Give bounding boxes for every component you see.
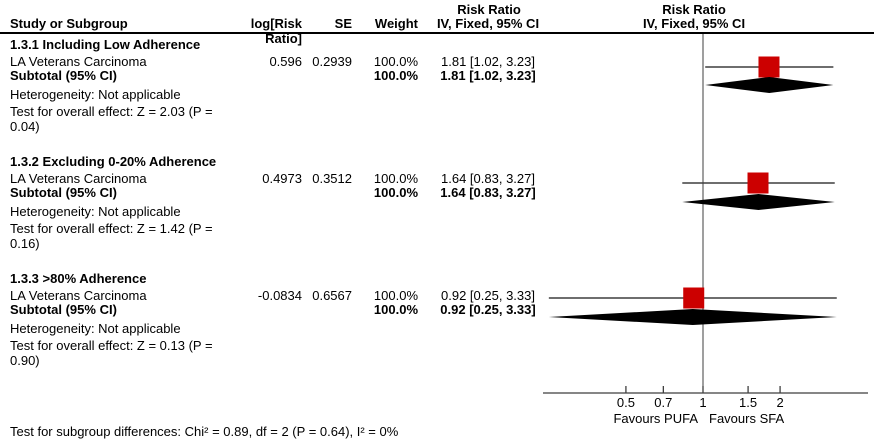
subtotal-label: Subtotal (95% CI)	[10, 185, 117, 200]
study-ci: 0.92 [0.25, 3.33]	[441, 288, 535, 303]
effect-square	[758, 56, 780, 78]
subtotal-weight: 100.0%	[373, 185, 418, 200]
axis-tick-label: 1.5	[739, 395, 757, 410]
header-row-1: Risk Ratio Risk Ratio	[0, 2, 874, 17]
heterogeneity-text: Heterogeneity: Not applicable	[10, 87, 181, 102]
axis-tick-label: 2	[776, 395, 783, 410]
subgroup-title: 1.3.3 >80% Adherence	[10, 271, 147, 286]
study-weight: 100.0%	[373, 54, 418, 69]
study-row: LA Veterans Carcinoma 0.4973 0.3512 100.…	[0, 171, 874, 186]
effect-square	[683, 287, 705, 309]
col-header-study: Study or Subgroup	[10, 16, 128, 31]
subtotal-row: Subtotal (95% CI) 100.0% 0.92 [0.25, 3.3…	[0, 302, 874, 317]
overall-effect-text: Test for overall effect: Z = 0.13 (P = 0…	[10, 338, 213, 368]
axis-tick-label: 0.5	[617, 395, 635, 410]
subgroup-title: 1.3.2 Excluding 0-20% Adherence	[10, 154, 217, 169]
col-header-logrr: log[Risk Ratio]	[250, 16, 302, 46]
favours-right-label: Favours SFA	[709, 411, 785, 426]
subtotal-ci: 1.64 [0.83, 3.27]	[440, 185, 536, 200]
axis-tick-label: 0.7	[654, 395, 672, 410]
effect-column-title: Risk Ratio	[457, 2, 521, 17]
subtotal-row: Subtotal (95% CI) 100.0% 1.81 [1.02, 3.2…	[0, 68, 874, 83]
overall-effect-text: Test for overall effect: Z = 2.03 (P = 0…	[10, 104, 213, 134]
study-weight: 100.0%	[373, 288, 418, 303]
col-header-weight: Weight	[374, 16, 418, 31]
study-logrr: 0.4973	[262, 171, 302, 186]
study-name: LA Veterans Carcinoma	[10, 171, 147, 186]
subtotal-ci: 1.81 [1.02, 3.23]	[440, 68, 536, 83]
col-header-ci: IV, Fixed, 95% CI	[436, 16, 540, 31]
subtotal-row: Subtotal (95% CI) 100.0% 1.64 [0.83, 3.2…	[0, 185, 874, 200]
study-logrr: -0.0834	[257, 288, 302, 303]
heterogeneity-text: Heterogeneity: Not applicable	[10, 204, 181, 219]
study-ci: 1.81 [1.02, 3.23]	[441, 54, 535, 69]
overall-effect-text: Test for overall effect: Z = 1.42 (P = 0…	[10, 221, 213, 251]
subtotal-weight: 100.0%	[373, 68, 418, 83]
subgroup-title: 1.3.1 Including Low Adherence	[10, 37, 201, 52]
header-separator	[0, 32, 874, 34]
subtotal-diamond	[548, 309, 837, 325]
study-ci: 1.64 [0.83, 3.27]	[441, 171, 535, 186]
subtotal-label: Subtotal (95% CI)	[10, 68, 117, 83]
study-name: LA Veterans Carcinoma	[10, 54, 147, 69]
axis-tick-label: 1	[699, 395, 706, 410]
favours-left-label: Favours PUFA	[613, 411, 698, 426]
study-se: 0.3512	[312, 171, 352, 186]
study-se: 0.6567	[312, 288, 352, 303]
plot-column-subtitle: IV, Fixed, 95% CI	[642, 16, 746, 31]
heterogeneity-text: Heterogeneity: Not applicable	[10, 321, 181, 336]
study-se: 0.2939	[312, 54, 352, 69]
col-header-se: SE	[334, 16, 352, 31]
study-name: LA Veterans Carcinoma	[10, 288, 147, 303]
plot-column-title: Risk Ratio	[662, 2, 726, 17]
subtotal-weight: 100.0%	[373, 302, 418, 317]
subtotal-diamond	[682, 194, 835, 210]
study-row: LA Veterans Carcinoma -0.0834 0.6567 100…	[0, 288, 874, 303]
subgroup-differences-text: Test for subgroup differences: Chi² = 0.…	[10, 424, 399, 439]
study-logrr: 0.596	[269, 54, 302, 69]
study-row: LA Veterans Carcinoma 0.596 0.2939 100.0…	[0, 54, 874, 69]
subtotal-label: Subtotal (95% CI)	[10, 302, 117, 317]
header-row-2: Study or Subgroup log[Risk Ratio] SE Wei…	[0, 16, 874, 46]
effect-square	[747, 172, 769, 194]
subtotal-ci: 0.92 [0.25, 3.33]	[440, 302, 536, 317]
subtotal-diamond	[705, 77, 834, 93]
study-weight: 100.0%	[373, 171, 418, 186]
